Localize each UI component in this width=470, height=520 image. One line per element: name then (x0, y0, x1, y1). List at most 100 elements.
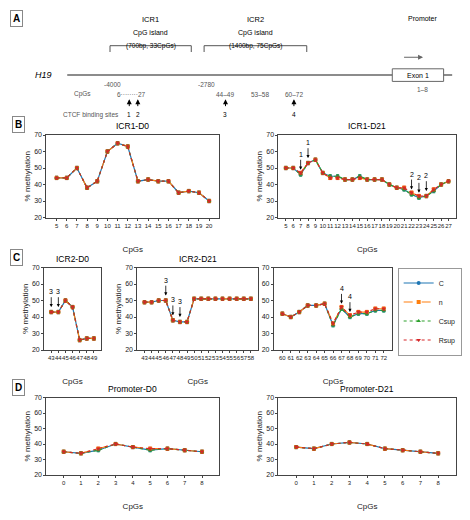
svg-text:CpGs: CpGs (123, 245, 143, 254)
svg-text:12: 12 (124, 223, 131, 229)
svg-text:3: 3 (49, 288, 53, 295)
svg-text:CpGs: CpGs (123, 502, 143, 511)
svg-text:4: 4 (340, 285, 344, 292)
svg-text:0: 0 (295, 480, 299, 486)
svg-text:8: 8 (306, 223, 310, 229)
svg-text:14: 14 (349, 223, 356, 229)
svg-text:Promoter-D21: Promoter-D21 (340, 384, 394, 394)
svg-text:CpG island: CpG island (238, 29, 273, 37)
svg-text:43: 43 (141, 355, 148, 361)
svg-text:8: 8 (200, 480, 204, 486)
svg-text:8: 8 (436, 480, 440, 486)
svg-text:11: 11 (327, 223, 334, 229)
svg-text:69: 69 (355, 355, 362, 361)
svg-text:53: 53 (212, 355, 219, 361)
svg-text:45: 45 (62, 355, 69, 361)
svg-text:n: n (439, 299, 443, 306)
svg-text:1: 1 (127, 111, 131, 118)
svg-text:50: 50 (32, 297, 40, 304)
svg-text:8: 8 (85, 223, 89, 229)
svg-text:% methylation: % methylation (23, 411, 32, 461)
svg-text:6········27: 6········27 (117, 91, 146, 98)
svg-text:52: 52 (205, 355, 212, 361)
svg-text:1: 1 (312, 480, 316, 486)
svg-text:13: 13 (135, 223, 142, 229)
svg-text:3: 3 (348, 480, 352, 486)
svg-text:% methylation: % methylation (23, 151, 32, 201)
svg-text:% methylation: % methylation (255, 151, 264, 201)
svg-text:51: 51 (198, 355, 205, 361)
svg-text:61: 61 (287, 355, 294, 361)
svg-text:4: 4 (131, 480, 135, 486)
svg-text:27: 27 (445, 223, 452, 229)
svg-text:20: 20 (32, 346, 40, 353)
svg-text:1: 1 (79, 480, 83, 486)
svg-text:56: 56 (233, 355, 240, 361)
svg-text:60: 60 (125, 280, 133, 287)
svg-text:ICR2: ICR2 (247, 15, 264, 24)
svg-text:70: 70 (34, 131, 42, 138)
svg-text:10: 10 (319, 223, 326, 229)
svg-text:19: 19 (386, 223, 393, 229)
svg-text:43: 43 (48, 355, 55, 361)
svg-text:44: 44 (148, 355, 155, 361)
svg-text:60: 60 (262, 280, 270, 287)
svg-text:70: 70 (266, 394, 274, 401)
svg-text:30: 30 (34, 197, 42, 204)
svg-text:C: C (439, 280, 444, 287)
svg-text:5: 5 (148, 480, 152, 486)
svg-text:13: 13 (342, 223, 349, 229)
svg-text:20: 20 (266, 471, 274, 478)
svg-text:47: 47 (170, 355, 177, 361)
svg-text:64: 64 (313, 355, 320, 361)
svg-text:CTCF binding sites: CTCF binding sites (63, 111, 119, 119)
svg-text:20: 20 (206, 223, 213, 229)
svg-text:48: 48 (177, 355, 184, 361)
svg-text:66: 66 (330, 355, 337, 361)
svg-text:10: 10 (104, 223, 111, 229)
svg-text:2: 2 (330, 480, 334, 486)
svg-text:57: 57 (240, 355, 247, 361)
svg-text:20: 20 (393, 223, 400, 229)
svg-text:23: 23 (416, 223, 423, 229)
svg-text:46: 46 (162, 355, 169, 361)
svg-text:A: A (13, 13, 20, 24)
svg-text:7: 7 (299, 223, 303, 229)
svg-text:50: 50 (191, 355, 198, 361)
svg-text:60: 60 (34, 148, 42, 155)
svg-text:CpGs: CpGs (357, 502, 377, 511)
svg-text:3: 3 (164, 277, 168, 284)
svg-text:2: 2 (424, 172, 428, 179)
svg-text:40: 40 (266, 440, 274, 447)
svg-text:20: 20 (34, 214, 42, 221)
svg-text:16: 16 (165, 223, 172, 229)
svg-text:18: 18 (379, 223, 386, 229)
svg-text:40: 40 (34, 440, 42, 447)
svg-text:6: 6 (65, 223, 69, 229)
svg-text:70: 70 (32, 264, 40, 271)
svg-text:50: 50 (266, 164, 274, 171)
svg-text:60: 60 (266, 148, 274, 155)
svg-text:H19: H19 (35, 70, 52, 80)
svg-text:5: 5 (383, 480, 387, 486)
svg-text:50: 50 (34, 425, 42, 432)
svg-text:(700bp, 33CpGs): (700bp, 33CpGs) (126, 42, 176, 50)
svg-text:60: 60 (279, 355, 286, 361)
svg-text:30: 30 (266, 456, 274, 463)
svg-text:60: 60 (34, 409, 42, 416)
svg-text:3: 3 (223, 111, 227, 118)
svg-text:CpGs: CpGs (74, 90, 91, 98)
svg-text:67: 67 (338, 355, 345, 361)
svg-text:54: 54 (219, 355, 226, 361)
svg-text:65: 65 (321, 355, 328, 361)
svg-text:0: 0 (62, 480, 66, 486)
svg-text:6: 6 (401, 480, 405, 486)
svg-text:% methylation: % methylation (21, 284, 30, 334)
svg-text:7: 7 (419, 480, 423, 486)
svg-text:55: 55 (226, 355, 233, 361)
svg-text:44–49: 44–49 (216, 91, 234, 98)
svg-text:ICR1-D0: ICR1-D0 (116, 121, 149, 131)
svg-text:30: 30 (125, 330, 133, 337)
svg-text:D: D (15, 382, 22, 393)
svg-text:ICR2-D21: ICR2-D21 (179, 254, 217, 264)
